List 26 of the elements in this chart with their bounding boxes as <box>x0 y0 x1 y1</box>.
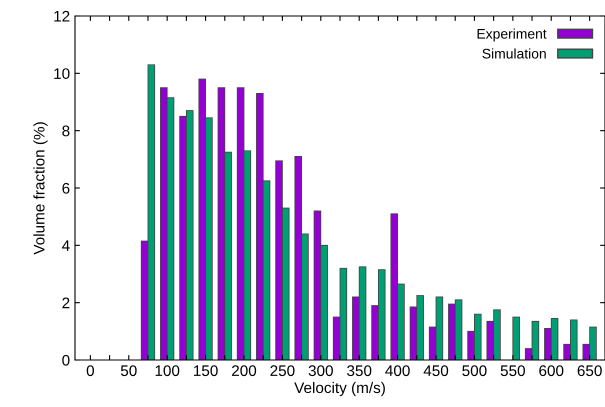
legend-label: Experiment <box>478 28 547 42</box>
y-tick-label: 8 <box>62 126 70 136</box>
y-tick-label: 6 <box>62 182 70 194</box>
x-tick-label: 450 <box>424 365 448 376</box>
x-tick-label: 150 <box>194 365 218 376</box>
x-tick-label: 600 <box>539 365 564 376</box>
legend-label: Simulation <box>482 48 546 59</box>
x-axis-title: Velocity (m/s) <box>294 382 385 396</box>
y-axis-title: Volume fraction (%) <box>33 122 48 255</box>
y-tick-label: 2 <box>62 298 70 308</box>
x-tick-label: 550 <box>500 365 525 376</box>
x-tick-label: 350 <box>347 365 372 376</box>
x-tick-label: 50 <box>120 365 137 376</box>
y-tick-label: 4 <box>62 240 70 251</box>
x-tick-label: 200 <box>232 365 256 376</box>
x-tick-label: 300 <box>308 365 333 376</box>
x-tick-label: 0 <box>86 365 94 376</box>
x-tick-label: 250 <box>270 365 295 376</box>
bar <box>512 316 520 360</box>
x-tick-label: 650 <box>578 365 602 376</box>
y-tick-label: 10 <box>54 68 70 80</box>
y-tick-label: 12 <box>54 10 70 22</box>
x-tick-label: 500 <box>462 365 487 376</box>
y-tick-label: 0 <box>62 354 70 366</box>
x-tick-label: 100 <box>156 365 180 376</box>
x-tick-label: 400 <box>385 365 410 376</box>
